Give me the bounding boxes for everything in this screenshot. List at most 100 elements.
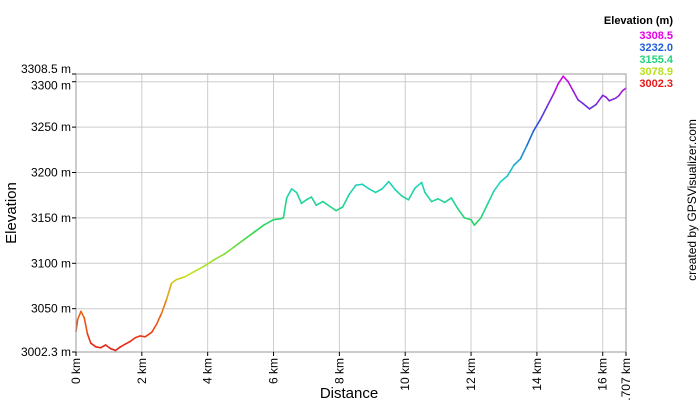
elevation-segment [443,197,453,204]
elevation-segment [608,97,617,102]
y-axis-title: Elevation [3,182,20,244]
elevation-segment [463,217,472,221]
y-tick-label: 3002.3 m [21,345,71,359]
elevation-segment [588,103,597,110]
elevation-segment [437,198,446,204]
x-axis-ticks: 0 km 2 km 4 km 6 km 8 km 10 km 12 km 14 km 16 km… [69,352,633,400]
x-tick-label: 0 km [69,358,83,384]
elevation-segment [86,333,92,344]
elevation-segment [562,75,569,83]
elevation-segment [387,180,397,191]
legend-entry: 3308.5 [639,30,673,42]
elevation-segment [355,183,364,187]
y-tick-label: 3200 m [31,166,71,180]
y-axis-ticks: 3002.3 m 3050 m 3100 m 3150 m 3200 m 3250 m 33… [21,62,76,359]
x-tick-label: 4 km [201,358,215,384]
elevation-segment [499,175,509,183]
elevation-segment [203,258,216,267]
elevation-segment [414,181,423,189]
elevation-segment [401,195,410,201]
elevation-segment [420,181,426,194]
elevation-segment [374,188,383,194]
elevation-segment [109,347,117,352]
elevation-segment [493,180,502,192]
x-tick-label: 14 km [530,358,544,391]
elevation-segment [394,188,403,197]
elevation-segment [567,80,574,92]
legend-title: Elevation (m) [604,15,673,27]
x-axis-title: Distance [320,385,378,400]
elevation-segment [486,189,495,206]
x-tick-label: 16.707 km [619,358,633,400]
x-tick-label: 6 km [267,358,281,384]
x-tick-label: 2 km [135,358,149,384]
elevation-segment [90,342,97,348]
elevation-segment [381,180,390,190]
elevation-segment [407,187,416,201]
elevation-segment [506,164,515,177]
elevation-segment [119,343,127,348]
elevation-segment [539,106,548,121]
y-tick-label: 3300 m [31,79,71,93]
y-tick-label: 3250 m [31,120,71,134]
elevation-segment [557,75,565,85]
legend-entry: 3002.3 [639,78,673,90]
elevation-segment [526,129,535,147]
elevation-segment [134,335,141,339]
elevation-segment [99,344,107,349]
legend-entry: 3078.9 [639,66,673,78]
elevation-profile [75,75,627,352]
elevation-segment [450,197,459,210]
elevation-segment [129,336,137,343]
plot-border [75,73,627,353]
elevation-segment [605,96,611,102]
elevation-segment [582,102,591,110]
elevation-segment [424,191,433,203]
y-tick-label: 3100 m [31,256,71,270]
x-tick-label: 8 km [332,358,346,384]
elevation-segment [83,316,89,335]
elevation-segment [341,193,351,208]
elevation-segment [233,238,245,248]
elevation-segment [272,218,281,221]
elevation-segment [595,94,604,106]
elevation-segment [183,270,196,278]
elevation-segment [243,231,255,241]
elevation-segment [621,87,627,92]
elevation-segment [80,310,86,319]
elevation-segment [532,119,541,132]
elevation-segment [470,218,476,226]
y-tick-label: 3150 m [31,211,71,225]
elevation-segment [305,196,313,201]
elevation-segment [223,246,235,256]
elevation-segment [300,198,308,205]
elevation-segment [430,198,439,203]
plot-frame [75,73,627,353]
elevation-segment [473,217,482,226]
elevation-segment [572,90,579,101]
elevation-segment [457,208,466,219]
elevation-segment [315,200,324,206]
x-tick-label: 16 km [596,358,610,391]
legend-entry: 3155.4 [639,54,674,66]
y-tick-label: 3308.5 m [21,62,71,76]
elevation-segment [577,99,584,105]
elevation-segment [175,276,186,281]
elevation-segment [114,346,122,352]
elevation-segment [213,253,225,261]
credit-text: created by GPSVisualizer.com [685,119,699,281]
elevation-segment [335,206,344,212]
elevation-segment [193,265,206,273]
elevation-segment [480,203,489,219]
elevation-segment [328,205,337,212]
elevation-segment [513,158,522,167]
elevation-segment [76,310,82,321]
elevation-segment [262,218,275,226]
elevation-segment [252,224,265,234]
elevation-segment [124,340,132,345]
elevation-segment [545,93,555,108]
y-tick-label: 3050 m [31,302,71,316]
